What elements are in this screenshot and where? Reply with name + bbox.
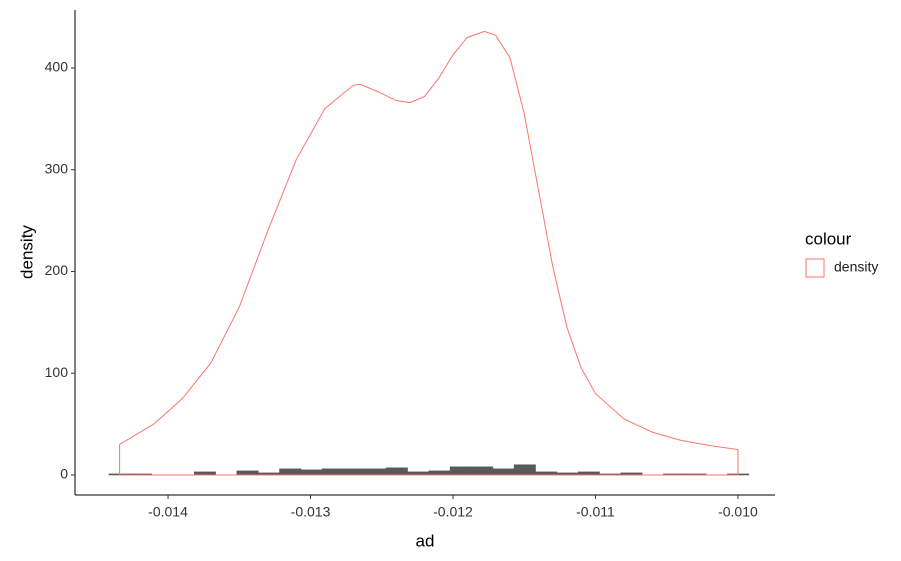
bar bbox=[449, 466, 472, 476]
bar bbox=[385, 467, 408, 476]
bar bbox=[513, 464, 536, 476]
bar bbox=[428, 470, 451, 476]
y-tick-label: 300 bbox=[45, 160, 69, 176]
x-tick-label: -0.012 bbox=[433, 504, 473, 520]
x-tick-label: -0.014 bbox=[148, 504, 188, 520]
y-tick-label: 200 bbox=[45, 262, 69, 278]
x-axis-title: ad bbox=[416, 531, 435, 550]
y-tick-label: 0 bbox=[60, 466, 68, 482]
bar bbox=[321, 468, 344, 476]
x-tick-label: -0.011 bbox=[576, 504, 615, 520]
bar bbox=[300, 469, 323, 476]
legend-title: colour bbox=[805, 229, 852, 248]
y-tick-label: 100 bbox=[45, 364, 69, 380]
bar bbox=[236, 470, 259, 476]
bar bbox=[364, 468, 387, 476]
legend-label: density bbox=[834, 259, 878, 275]
density-line bbox=[119, 30, 739, 476]
y-axis-title: density bbox=[17, 225, 36, 279]
y-tick-label: 400 bbox=[45, 59, 69, 75]
legend-key bbox=[805, 258, 825, 278]
x-tick-label: -0.013 bbox=[291, 504, 331, 520]
bar bbox=[471, 466, 494, 476]
bar bbox=[343, 468, 366, 476]
bar bbox=[492, 468, 515, 476]
x-tick-label: -0.010 bbox=[718, 504, 758, 520]
bar bbox=[279, 468, 302, 476]
